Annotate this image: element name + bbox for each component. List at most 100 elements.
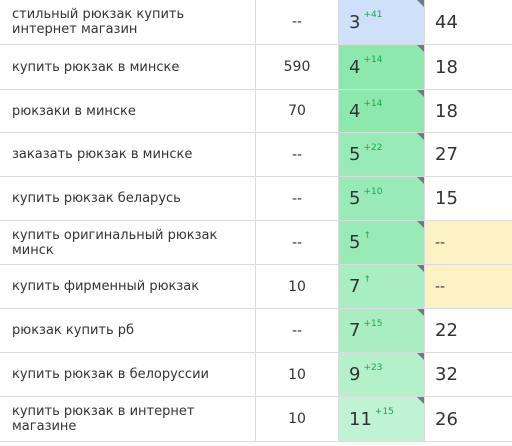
previous-position-value: -- bbox=[435, 234, 446, 251]
position-cell[interactable]: 4 +14 bbox=[339, 90, 425, 132]
keyword-cell[interactable]: купить рюкзак в белоруссии bbox=[0, 353, 256, 396]
keyword-text: заказать рюкзак в минске bbox=[12, 147, 193, 162]
table-row[interactable]: купить рюкзак в интернет магазине 10 11 +15… bbox=[0, 397, 512, 442]
previous-position-value: 26 bbox=[435, 408, 458, 430]
volume-value: -- bbox=[291, 234, 303, 251]
position-change: +41 bbox=[363, 10, 383, 20]
keyword-cell[interactable]: купить оригинальный рюкзак минск bbox=[0, 221, 256, 264]
volume-cell: 10 bbox=[256, 265, 339, 308]
table-row[interactable]: купить оригинальный рюкзак минск -- 5 ↑ -- bbox=[0, 221, 512, 265]
volume-cell: -- bbox=[256, 221, 339, 264]
position-cell[interactable]: 5 +22 bbox=[339, 133, 425, 176]
previous-position-cell[interactable]: -- bbox=[425, 221, 512, 264]
keyword-cell[interactable]: рюкзак купить рб bbox=[0, 309, 256, 352]
corner-marker-icon bbox=[417, 265, 424, 272]
position-change: ↑ bbox=[363, 274, 371, 285]
volume-cell: 590 bbox=[256, 45, 339, 89]
volume-value: -- bbox=[291, 322, 303, 339]
keyword-text: рюкзаки в минске bbox=[12, 103, 136, 119]
table-row[interactable]: купить рюкзак в белоруссии 10 9 +23 32 bbox=[0, 353, 512, 397]
table-row[interactable]: рюкзаки в минске 70 4 +14 18 bbox=[0, 90, 512, 133]
position-cell[interactable]: 9 +23 bbox=[339, 353, 425, 396]
position-value: 7 bbox=[349, 276, 361, 297]
keyword-cell[interactable]: купить фирменный рюкзак bbox=[0, 265, 256, 308]
table-row[interactable]: купить рюкзак в минске 590 4 +14 18 bbox=[0, 45, 512, 90]
corner-marker-icon bbox=[417, 177, 424, 184]
previous-position-cell[interactable]: 22 bbox=[425, 309, 512, 352]
keyword-text: купить рюкзак в минске bbox=[12, 59, 180, 75]
volume-value: 70 bbox=[288, 103, 306, 119]
volume-cell: 10 bbox=[256, 353, 339, 396]
keyword-cell[interactable]: купить рюкзак беларусь bbox=[0, 177, 256, 220]
keyword-text: стильный рюкзак купить интернет магазин bbox=[12, 7, 185, 37]
table-row[interactable]: рюкзак купить рб -- 7 +15 22 bbox=[0, 309, 512, 353]
corner-marker-icon bbox=[417, 0, 424, 7]
volume-value: 10 bbox=[288, 366, 306, 383]
volume-cell: -- bbox=[256, 133, 339, 176]
corner-marker-icon bbox=[417, 45, 424, 52]
position-value: 5 bbox=[349, 232, 361, 253]
table-row[interactable]: заказать рюкзак в минске -- 5 +22 27 bbox=[0, 133, 512, 177]
keyword-text: купить фирменный рюкзак bbox=[12, 279, 200, 294]
previous-position-cell[interactable]: 18 bbox=[425, 90, 512, 132]
position-cell[interactable]: 7 ↑ bbox=[339, 265, 425, 308]
previous-position-value: 32 bbox=[435, 364, 458, 385]
keyword-text: купить оригинальный рюкзак минск bbox=[12, 227, 218, 258]
position-cell[interactable]: 5 +10 bbox=[339, 177, 425, 220]
previous-position-cell[interactable]: 15 bbox=[425, 177, 512, 220]
position-value: 9 bbox=[349, 364, 361, 385]
keyword-text: рюкзак купить рб bbox=[12, 323, 135, 338]
previous-position-value: -- bbox=[435, 278, 446, 295]
keyword-text: купить рюкзак в интернет магазине bbox=[12, 404, 195, 434]
volume-cell: 10 bbox=[256, 397, 339, 441]
previous-position-cell[interactable]: 18 bbox=[425, 45, 512, 89]
previous-position-cell[interactable]: 27 bbox=[425, 133, 512, 176]
position-change: +23 bbox=[363, 362, 383, 373]
volume-cell: -- bbox=[256, 0, 339, 44]
volume-cell: 70 bbox=[256, 90, 339, 132]
corner-marker-icon bbox=[417, 133, 424, 140]
position-change: +14 bbox=[363, 55, 383, 65]
position-value: 11 bbox=[349, 408, 372, 430]
keyword-text: купить рюкзак беларусь bbox=[12, 191, 181, 206]
table-row[interactable]: стильный рюкзак купить интернет магазин -… bbox=[0, 0, 512, 45]
keyword-cell[interactable]: купить рюкзак в интернет магазине bbox=[0, 397, 256, 441]
previous-position-value: 18 bbox=[435, 56, 458, 78]
volume-value: 10 bbox=[288, 278, 306, 295]
position-change: +14 bbox=[363, 99, 383, 109]
keyword-cell[interactable]: купить рюкзак в минске bbox=[0, 45, 256, 89]
keyword-cell[interactable]: рюкзаки в минске bbox=[0, 90, 256, 132]
corner-marker-icon bbox=[417, 221, 424, 228]
volume-cell: -- bbox=[256, 309, 339, 352]
previous-position-value: 22 bbox=[435, 320, 458, 341]
position-cell[interactable]: 11 +15 bbox=[339, 397, 425, 441]
keyword-text: купить рюкзак в белоруссии bbox=[12, 367, 209, 382]
position-change: +15 bbox=[374, 407, 394, 417]
position-value: 3 bbox=[349, 11, 361, 33]
table-row[interactable]: купить фирменный рюкзак 10 7 ↑ -- bbox=[0, 265, 512, 309]
position-cell[interactable]: 7 +15 bbox=[339, 309, 425, 352]
previous-position-cell[interactable]: -- bbox=[425, 265, 512, 308]
previous-position-cell[interactable]: 26 bbox=[425, 397, 512, 441]
position-change: +22 bbox=[363, 142, 383, 153]
keyword-cell[interactable]: стильный рюкзак купить интернет магазин bbox=[0, 0, 256, 44]
previous-position-cell[interactable]: 32 bbox=[425, 353, 512, 396]
previous-position-cell[interactable]: 44 bbox=[425, 0, 512, 44]
keyword-cell[interactable]: заказать рюкзак в минске bbox=[0, 133, 256, 176]
position-value: 5 bbox=[349, 144, 361, 165]
position-value: 7 bbox=[349, 320, 361, 341]
position-value: 5 bbox=[349, 188, 361, 209]
corner-marker-icon bbox=[417, 309, 424, 316]
table-row[interactable]: купить рюкзак беларусь -- 5 +10 15 bbox=[0, 177, 512, 221]
volume-value: 10 bbox=[288, 411, 306, 427]
position-cell[interactable]: 3 +41 bbox=[339, 0, 425, 44]
corner-marker-icon bbox=[417, 397, 424, 404]
position-value: 4 bbox=[349, 100, 361, 122]
position-cell[interactable]: 4 +14 bbox=[339, 45, 425, 89]
previous-position-value: 15 bbox=[435, 188, 458, 209]
position-value: 4 bbox=[349, 56, 361, 78]
position-change: +10 bbox=[363, 186, 383, 197]
previous-position-value: 18 bbox=[435, 100, 458, 122]
position-cell[interactable]: 5 ↑ bbox=[339, 221, 425, 264]
